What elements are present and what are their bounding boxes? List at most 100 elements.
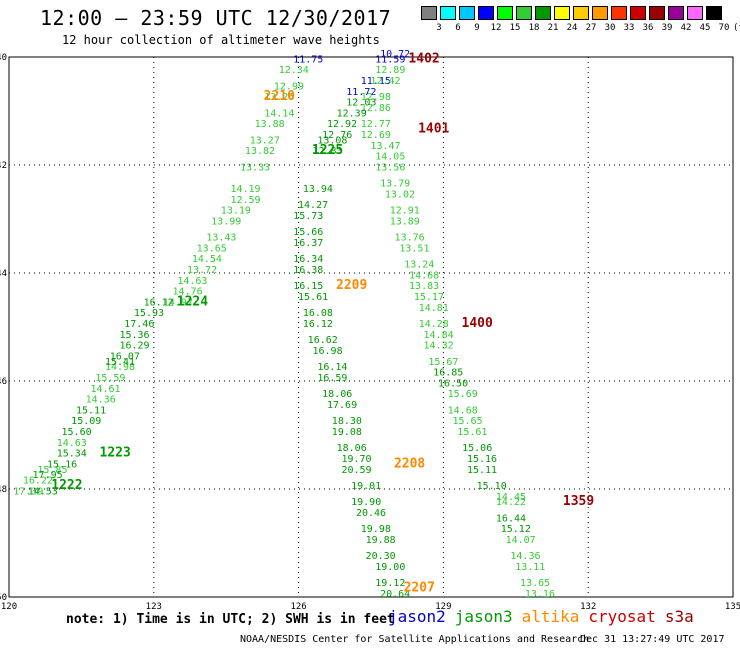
- swh-value: 13.56: [375, 162, 405, 173]
- swh-value: 14.22: [496, 497, 526, 508]
- swh-value: 20.64: [380, 589, 410, 600]
- swh-value: 15.11: [76, 405, 106, 416]
- legend-jason2: jason2: [388, 607, 446, 626]
- swh-value: 19.70: [341, 454, 371, 465]
- scale-label: 6: [455, 23, 461, 33]
- swh-value: 12.03: [346, 98, 376, 109]
- scale-label: 30: [604, 23, 616, 33]
- lon-tick-label: 126: [290, 602, 306, 612]
- swh-value: 16.15: [293, 281, 323, 292]
- swh-value: 18.06: [337, 443, 367, 454]
- swh-value: 14.61: [90, 384, 120, 395]
- swh-value: 14.19: [230, 184, 260, 195]
- swh-value: 13.88: [255, 119, 285, 130]
- swh-value: 15.60: [62, 427, 92, 438]
- swh-value: 14.98: [105, 362, 135, 373]
- scale-swatch: [706, 6, 722, 20]
- swh-value: 16.37: [293, 238, 323, 249]
- scale-label: 33: [623, 23, 635, 33]
- pass-label: 1223: [100, 446, 131, 461]
- lon-tick-label: 120: [1, 602, 17, 612]
- scale-swatch: [611, 6, 627, 20]
- swh-value: 14.36: [86, 395, 116, 406]
- swh-value: 19.08: [332, 427, 362, 438]
- scale-swatch: [630, 6, 646, 20]
- swh-value: 16.12: [303, 319, 333, 330]
- swh-value: 14.28: [419, 319, 449, 330]
- scale-swatch: [649, 6, 665, 20]
- swh-value: 14.68: [448, 405, 478, 416]
- swh-value: 19.12: [375, 578, 405, 589]
- scale-label: 45: [699, 23, 711, 33]
- swh-value: 15.11: [467, 465, 497, 476]
- swh-value: 13.16: [525, 589, 555, 600]
- swh-value: 13.65: [520, 578, 550, 589]
- swh-value: 15.66: [293, 227, 323, 238]
- lat-tick-label: -50: [0, 593, 7, 603]
- scale-label: 21: [547, 23, 559, 33]
- swh-value: 12.92: [327, 119, 357, 130]
- legend-jason3: jason3: [454, 607, 513, 626]
- swh-value: 13.26: [264, 92, 294, 103]
- swh-value: 14.63: [57, 438, 87, 449]
- swh-value: 13.76: [395, 233, 425, 244]
- swh-value: 14.45: [496, 492, 526, 503]
- swh-value: 13.99: [211, 216, 241, 227]
- swh-value: 19.98: [361, 524, 391, 535]
- pass-label: 1225: [312, 143, 343, 158]
- swh-value: 13.43: [206, 233, 236, 244]
- swh-value: 11.72: [346, 87, 376, 98]
- page-subtitle: 12 hour collection of altimeter wave hei…: [62, 33, 380, 47]
- scale-label: 70: [718, 23, 730, 33]
- swh-value: 12.99: [274, 81, 304, 92]
- swh-value: 15.59: [95, 373, 125, 384]
- swh-value: 15.16: [467, 454, 497, 465]
- pass-label: 1222: [51, 478, 82, 493]
- swh-value: 20.46: [356, 508, 386, 519]
- scale-label: 15: [509, 23, 521, 33]
- swh-value: 15.12: [501, 524, 531, 535]
- swh-value: 19.01: [351, 481, 381, 492]
- page-title: 12:00 – 23:59 UTC 12/30/2017: [40, 6, 392, 30]
- scale-label: 24: [566, 23, 578, 33]
- legend-s3a: s3a: [664, 607, 694, 626]
- swh-value: 12.69: [361, 130, 391, 141]
- swh-value: 15.69: [448, 389, 478, 400]
- scale-swatch: [687, 6, 703, 20]
- pass-label: 1400: [462, 316, 493, 331]
- swh-value: 12.42: [370, 76, 400, 87]
- swh-value: 20.59: [341, 465, 371, 476]
- scale-swatch: [668, 6, 684, 20]
- satellite-legend: jason2 jason3 altika cryosat s3a: [388, 607, 703, 626]
- swh-value: 12.77: [361, 119, 391, 130]
- swh-value: 10.72: [380, 49, 410, 60]
- lat-tick-label: -48: [0, 485, 7, 495]
- swh-value: 14.81: [419, 303, 449, 314]
- legend-altika: altika: [521, 607, 580, 626]
- swh-value: 12.76: [322, 130, 352, 141]
- swh-value: 13.83: [409, 281, 439, 292]
- credit-text: NOAA/NESDIS Center for Satellite Applica…: [240, 634, 590, 645]
- swh-value: 15.16: [47, 459, 77, 470]
- swh-value: 17.95: [33, 470, 63, 481]
- scale-swatch: [478, 6, 494, 20]
- swh-value: 12.86: [361, 103, 391, 114]
- pass-label: 1224: [177, 294, 208, 309]
- lat-tick-label: -46: [0, 377, 7, 387]
- swh-value: 13.11: [515, 562, 545, 573]
- swh-value: 16.34: [293, 254, 323, 265]
- swh-value: 12.91: [390, 206, 420, 217]
- swh-value: 18.30: [332, 416, 362, 427]
- pass-label: 1402: [408, 51, 439, 66]
- swh-value: 14.36: [510, 551, 540, 562]
- lon-tick-label: 132: [580, 602, 596, 612]
- swh-value: 19.90: [351, 497, 381, 508]
- swh-value: 15.34: [57, 449, 87, 460]
- swh-value: 16.38: [293, 265, 323, 276]
- swh-value: 13.08: [317, 135, 347, 146]
- swh-value: 18.06: [322, 389, 352, 400]
- swh-value: 15.85: [37, 465, 67, 476]
- swh-value: 14.63: [177, 276, 207, 287]
- scale-swatch: [573, 6, 589, 20]
- swh-value: 13.27: [250, 135, 280, 146]
